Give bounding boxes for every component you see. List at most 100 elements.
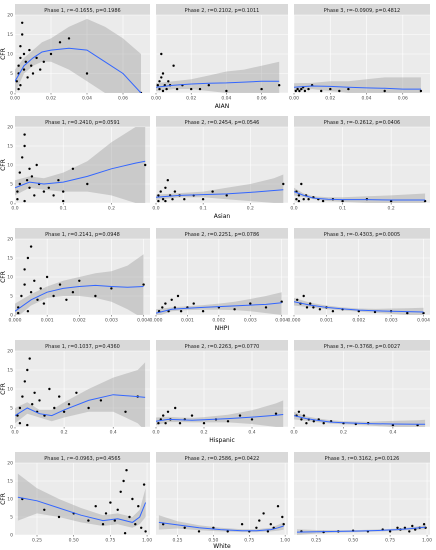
data-point bbox=[298, 411, 300, 413]
data-point bbox=[23, 283, 25, 285]
data-point bbox=[32, 72, 34, 74]
data-point bbox=[300, 88, 302, 90]
data-point bbox=[329, 88, 331, 90]
data-point bbox=[239, 414, 241, 416]
facet-title: Phase 3, r=0.3162, p=0.0126 bbox=[325, 456, 400, 462]
x-tick-label: 0.004 bbox=[417, 318, 430, 324]
x-tick-label: 0.0 bbox=[290, 206, 297, 212]
data-point bbox=[21, 33, 23, 35]
data-point bbox=[120, 491, 122, 493]
data-point bbox=[300, 418, 302, 420]
facet-panel: Phase 3, r=-0.2612, p=0.04060.0 0.1 0.2 bbox=[290, 116, 430, 212]
facet-title: Phase 3, r=-0.4303, p=0.0005 bbox=[324, 232, 400, 238]
data-point bbox=[122, 480, 124, 482]
data-point bbox=[162, 198, 164, 200]
data-point bbox=[19, 171, 21, 173]
data-point bbox=[19, 57, 21, 59]
data-point bbox=[128, 516, 130, 518]
y-tick-label: 20 bbox=[7, 125, 13, 131]
data-point bbox=[39, 68, 41, 70]
x-tick-label: 0.04 bbox=[362, 96, 372, 102]
y-axis-label: CFR bbox=[0, 159, 7, 171]
data-point bbox=[43, 190, 45, 192]
data-point bbox=[68, 403, 70, 405]
data-point bbox=[226, 194, 228, 196]
data-point bbox=[420, 90, 422, 92]
facet-panel: Phase 1, r=-0.1655, p=0.19860.00 0.02 0.04… bbox=[7, 4, 150, 128]
data-point bbox=[164, 422, 166, 424]
data-point bbox=[320, 90, 322, 92]
data-point bbox=[100, 399, 102, 401]
x-tick-label: 0.002 bbox=[352, 318, 365, 324]
x-axis-label: White bbox=[213, 543, 231, 550]
data-point bbox=[162, 90, 164, 92]
facet-title: Phase 2, r=0.2102, p=0.1011 bbox=[185, 8, 260, 14]
data-point bbox=[389, 530, 391, 532]
x-tick-label: 0.001 bbox=[320, 318, 333, 324]
x-tick-label: 0.1 bbox=[339, 206, 346, 212]
data-point bbox=[35, 57, 37, 59]
data-point bbox=[183, 198, 185, 200]
facet-panel: Phase 3, r=-0.4303, p=0.00050.000 0.001 0.… bbox=[288, 228, 431, 324]
facet-row-hispanic: Phase 1, r=0.1037, p=0.43600.0 0.2 0.40510… bbox=[0, 340, 430, 444]
x-tick-label: 0.0 bbox=[290, 430, 297, 436]
data-point bbox=[202, 198, 204, 200]
data-point bbox=[249, 302, 251, 304]
data-point bbox=[29, 357, 31, 359]
data-point bbox=[86, 183, 88, 185]
data-point bbox=[174, 306, 176, 308]
data-point bbox=[36, 164, 38, 166]
x-tick-label: 0.75 bbox=[385, 538, 395, 544]
data-point bbox=[172, 65, 174, 67]
y-tick-label: 5 bbox=[10, 406, 13, 412]
y-tick-label: 0 bbox=[10, 533, 13, 539]
x-tick-label: 0.003 bbox=[385, 318, 398, 324]
facet-panel: Phase 2, r=0.2251, p=0.07860.000 0.001 0.0… bbox=[150, 228, 289, 324]
data-point bbox=[225, 90, 227, 92]
x-tick-label: 0.02 bbox=[325, 96, 335, 102]
y-axis-label: CFR bbox=[0, 48, 7, 60]
data-point bbox=[251, 418, 253, 420]
data-point bbox=[313, 420, 315, 422]
data-point bbox=[26, 424, 28, 426]
data-point bbox=[193, 302, 195, 304]
facet-title: Phase 3, r=-0.0909, p=0.4812 bbox=[324, 8, 400, 14]
data-point bbox=[62, 200, 64, 202]
y-tick-label: 10 bbox=[7, 497, 13, 503]
data-point bbox=[28, 168, 30, 170]
x-axis-label: Hispanic bbox=[209, 437, 235, 444]
x-tick-label: 0.4 bbox=[248, 430, 255, 436]
data-point bbox=[38, 399, 40, 401]
facet-panel: Phase 3, r=-0.0909, p=0.48120.00 0.02 0.04… bbox=[289, 4, 430, 102]
x-tick-label: 0.004 bbox=[137, 318, 150, 324]
data-point bbox=[78, 280, 80, 282]
data-point bbox=[72, 168, 74, 170]
data-point bbox=[167, 179, 169, 181]
data-point bbox=[52, 295, 54, 297]
data-point bbox=[48, 388, 50, 390]
data-point bbox=[24, 380, 26, 382]
x-tick-label: 1.00 bbox=[142, 538, 152, 544]
data-point bbox=[134, 523, 136, 525]
facet-title: Phase 1, r=0.2410, p=0.0591 bbox=[45, 120, 120, 126]
data-point bbox=[105, 512, 107, 514]
x-tick-label: 0.003 bbox=[105, 318, 118, 324]
y-tick-label: 15 bbox=[7, 256, 13, 262]
facet-panel: Phase 2, r=0.2102, p=0.10110.00 0.02 0.04 0… bbox=[151, 4, 288, 102]
y-tick-label: 5 bbox=[10, 182, 13, 188]
data-point bbox=[295, 198, 297, 200]
data-point bbox=[124, 532, 126, 534]
data-point bbox=[21, 22, 23, 24]
data-point bbox=[282, 183, 284, 185]
y-tick-label: 20 bbox=[7, 237, 13, 243]
data-point bbox=[57, 179, 59, 181]
data-point bbox=[322, 200, 324, 202]
data-point bbox=[87, 407, 89, 409]
data-point bbox=[208, 84, 210, 86]
data-point bbox=[46, 276, 48, 278]
data-point bbox=[306, 306, 308, 308]
data-point bbox=[26, 179, 28, 181]
x-tick-label: 0.25 bbox=[32, 538, 42, 544]
data-point bbox=[241, 523, 243, 525]
x-tick-label: 0.04 bbox=[221, 96, 231, 102]
